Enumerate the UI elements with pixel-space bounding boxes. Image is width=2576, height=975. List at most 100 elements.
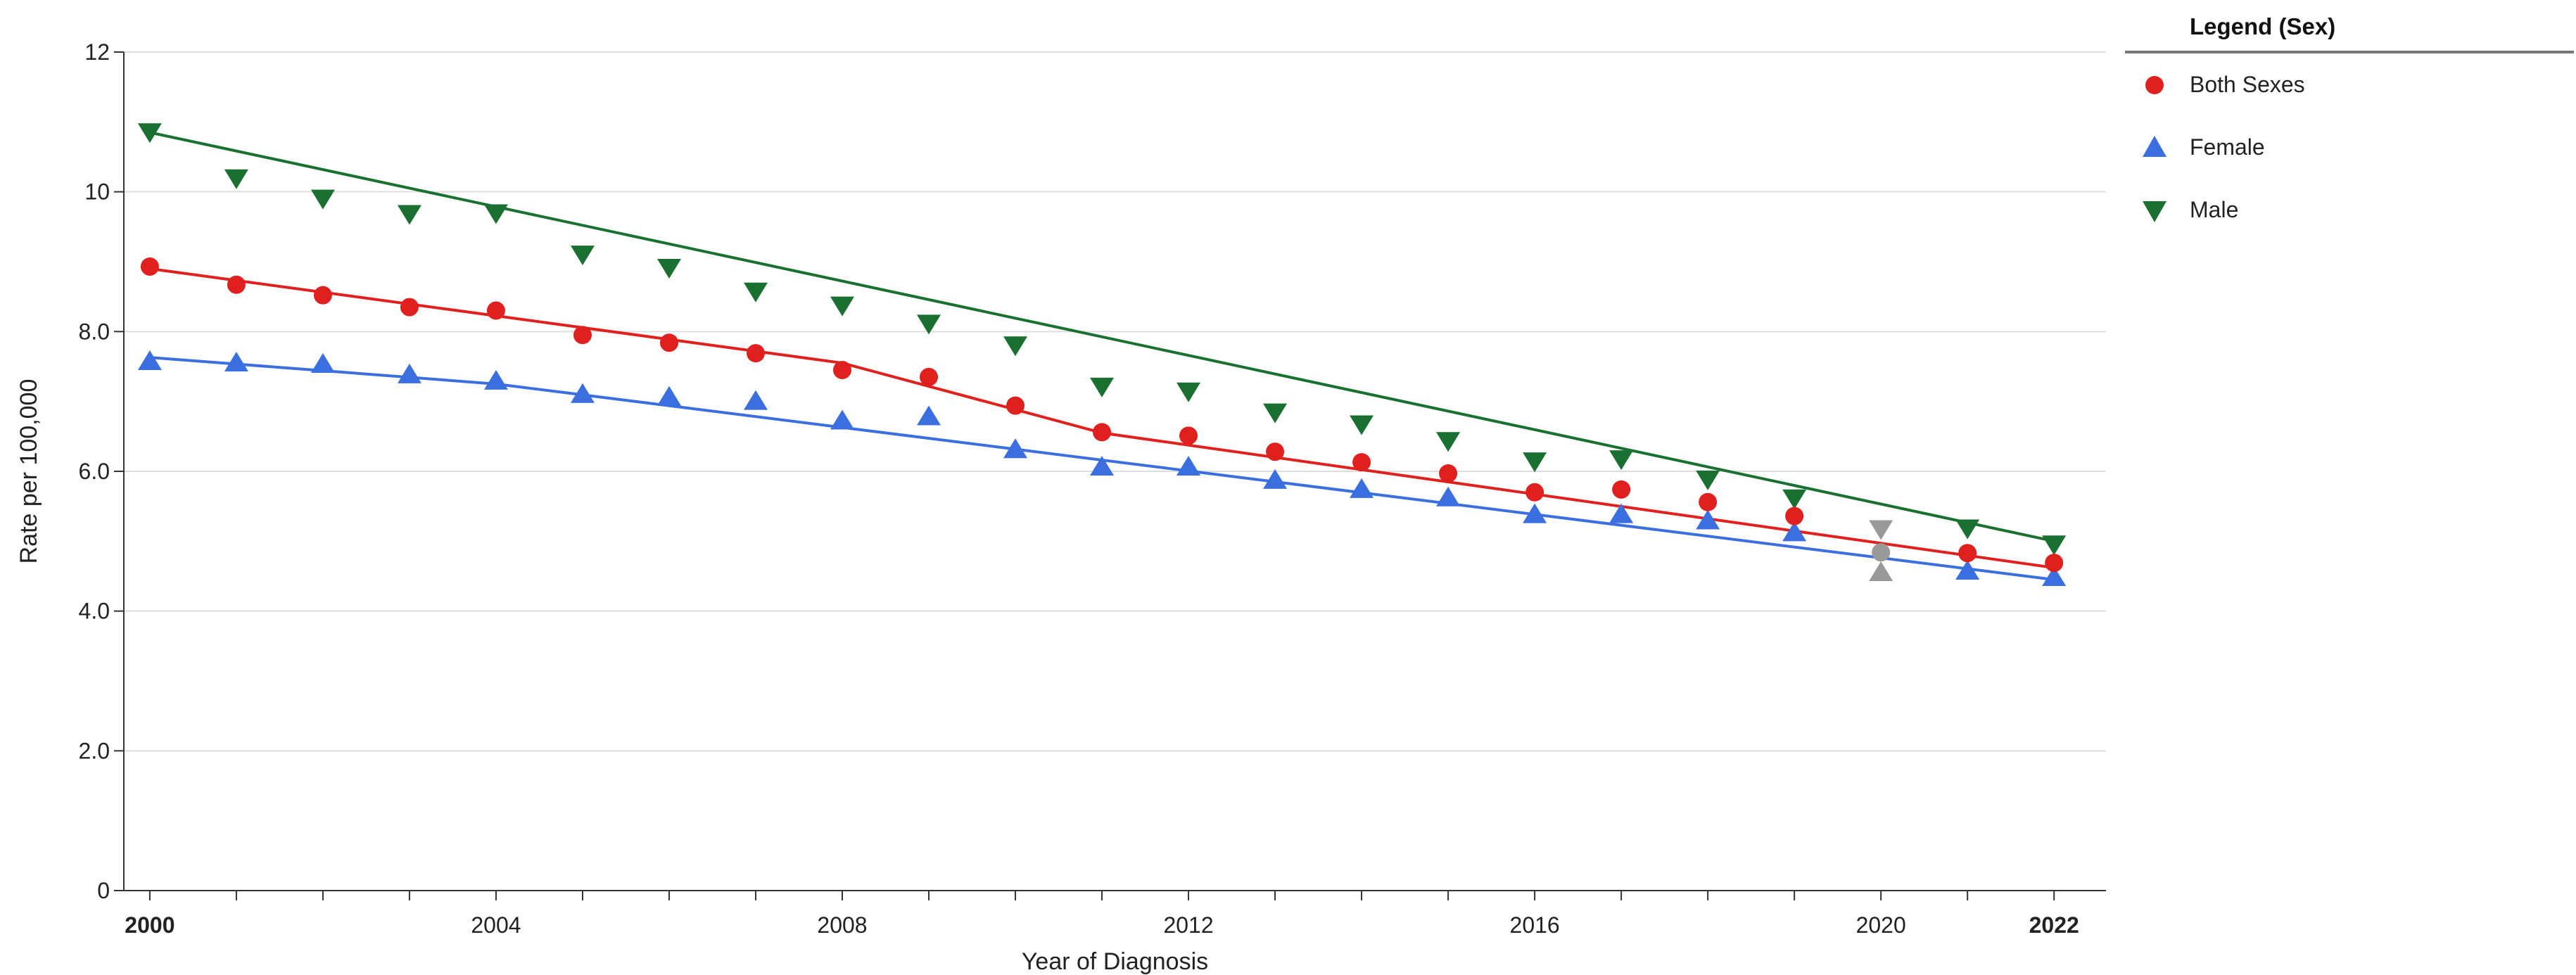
x-tick-label: 2020	[1856, 912, 1906, 938]
data-point-female	[917, 405, 941, 426]
triangle-down-marker-icon	[2143, 200, 2166, 222]
data-point-both-sexes	[659, 333, 678, 352]
data-point-both-sexes	[313, 286, 332, 305]
data-point-female	[656, 385, 681, 406]
data-point-both-sexes	[1785, 506, 1804, 525]
data-point-male	[1955, 519, 1980, 540]
data-point-both-sexes	[1439, 464, 1458, 483]
x-tick-label: 2012	[1163, 912, 1213, 938]
data-point-both-sexes	[227, 275, 246, 294]
data-point-female	[570, 383, 595, 403]
data-point-both-sexes	[573, 326, 592, 345]
data-point-both-sexes	[486, 301, 505, 320]
data-point-female	[137, 350, 162, 371]
data-point-female	[224, 352, 248, 372]
data-point-female	[1869, 561, 1893, 582]
data-point-female	[1609, 503, 1634, 523]
legend-item-male[interactable]: Male	[2125, 179, 2575, 241]
data-point-male	[1176, 382, 1201, 402]
data-point-female	[1696, 509, 1720, 530]
data-point-female	[743, 390, 768, 410]
data-point-male	[1696, 470, 1720, 490]
legend: Legend (Sex) Both Sexes Female Male	[2125, 7, 2575, 241]
legend-item-both-sexes[interactable]: Both Sexes	[2125, 53, 2575, 116]
data-point-male	[1003, 336, 1028, 357]
data-point-male	[917, 314, 941, 335]
data-point-female	[1176, 456, 1201, 476]
data-point-female	[1350, 478, 1374, 498]
legend-label: Male	[2190, 197, 2239, 222]
y-tick-label: 10	[84, 179, 110, 205]
data-point-female	[397, 363, 421, 383]
data-point-both-sexes	[1612, 480, 1631, 499]
data-point-female	[1782, 521, 1807, 542]
data-point-male	[570, 246, 595, 266]
data-point-both-sexes	[400, 298, 419, 317]
triangle-up-marker-icon	[2143, 135, 2166, 157]
data-point-female	[830, 409, 855, 430]
data-point-male	[483, 204, 508, 224]
x-tick-label: 2008	[817, 912, 867, 938]
data-point-both-sexes	[1093, 423, 1112, 442]
data-point-female	[483, 369, 508, 390]
data-point-both-sexes	[1872, 543, 1891, 562]
y-tick-label: 4.0	[79, 599, 110, 624]
y-tick-label: 12	[84, 39, 110, 65]
x-tick-label: 2000	[125, 912, 175, 938]
data-point-male	[1090, 377, 1115, 397]
y-axis-title: Rate per 100,000	[15, 379, 42, 564]
data-point-both-sexes	[1525, 483, 1544, 502]
data-point-male	[743, 282, 768, 302]
data-point-female	[1003, 438, 1028, 459]
data-point-male	[224, 169, 248, 189]
data-point-female	[1523, 503, 1547, 523]
data-point-female	[1263, 469, 1288, 489]
data-point-both-sexes	[1006, 396, 1025, 415]
x-tick-label: 2022	[2029, 912, 2079, 938]
data-point-male	[397, 205, 421, 225]
trend-line-male	[149, 131, 2055, 543]
data-point-both-sexes	[2045, 554, 2064, 573]
y-tick-label: 6.0	[79, 459, 110, 484]
trend-line-both-sexes	[149, 267, 2055, 570]
y-tick-label: 2.0	[79, 738, 110, 763]
data-point-both-sexes	[1699, 492, 1718, 511]
y-tick-label: 0	[97, 878, 110, 903]
data-point-female	[1955, 560, 1980, 580]
legend-title: Legend (Sex)	[2190, 13, 2336, 39]
data-point-male	[2042, 535, 2067, 556]
data-point-both-sexes	[1179, 426, 1198, 445]
data-point-male	[1436, 432, 1461, 452]
data-point-male	[1609, 450, 1634, 471]
legend-divider	[2125, 51, 2574, 53]
data-point-both-sexes	[920, 367, 939, 386]
circle-marker-icon	[2145, 75, 2164, 94]
data-point-both-sexes	[1266, 442, 1285, 461]
legend-item-female[interactable]: Female	[2125, 116, 2575, 179]
x-tick-label: 2016	[1510, 912, 1560, 938]
data-point-both-sexes	[833, 360, 852, 379]
data-point-male	[1782, 489, 1807, 509]
data-point-both-sexes	[746, 344, 765, 363]
data-point-male	[137, 123, 162, 144]
data-point-both-sexes	[1352, 453, 1371, 472]
data-point-male	[310, 189, 335, 210]
data-point-female	[1436, 486, 1461, 506]
data-point-male	[1523, 452, 1547, 473]
data-point-female	[310, 353, 335, 374]
data-point-male	[656, 258, 681, 279]
x-axis-title: Year of Diagnosis	[1022, 948, 1208, 975]
data-point-male	[1869, 520, 1893, 540]
data-point-female	[1090, 456, 1115, 476]
data-point-both-sexes	[140, 257, 159, 276]
y-tick-label: 8.0	[79, 319, 110, 344]
data-point-male	[830, 296, 855, 317]
legend-label: Female	[2190, 134, 2265, 160]
data-point-male	[1263, 403, 1288, 423]
data-point-female	[2042, 566, 2067, 586]
data-point-both-sexes	[1958, 544, 1977, 563]
legend-label: Both Sexes	[2190, 72, 2305, 97]
x-tick-label: 2004	[471, 912, 521, 938]
